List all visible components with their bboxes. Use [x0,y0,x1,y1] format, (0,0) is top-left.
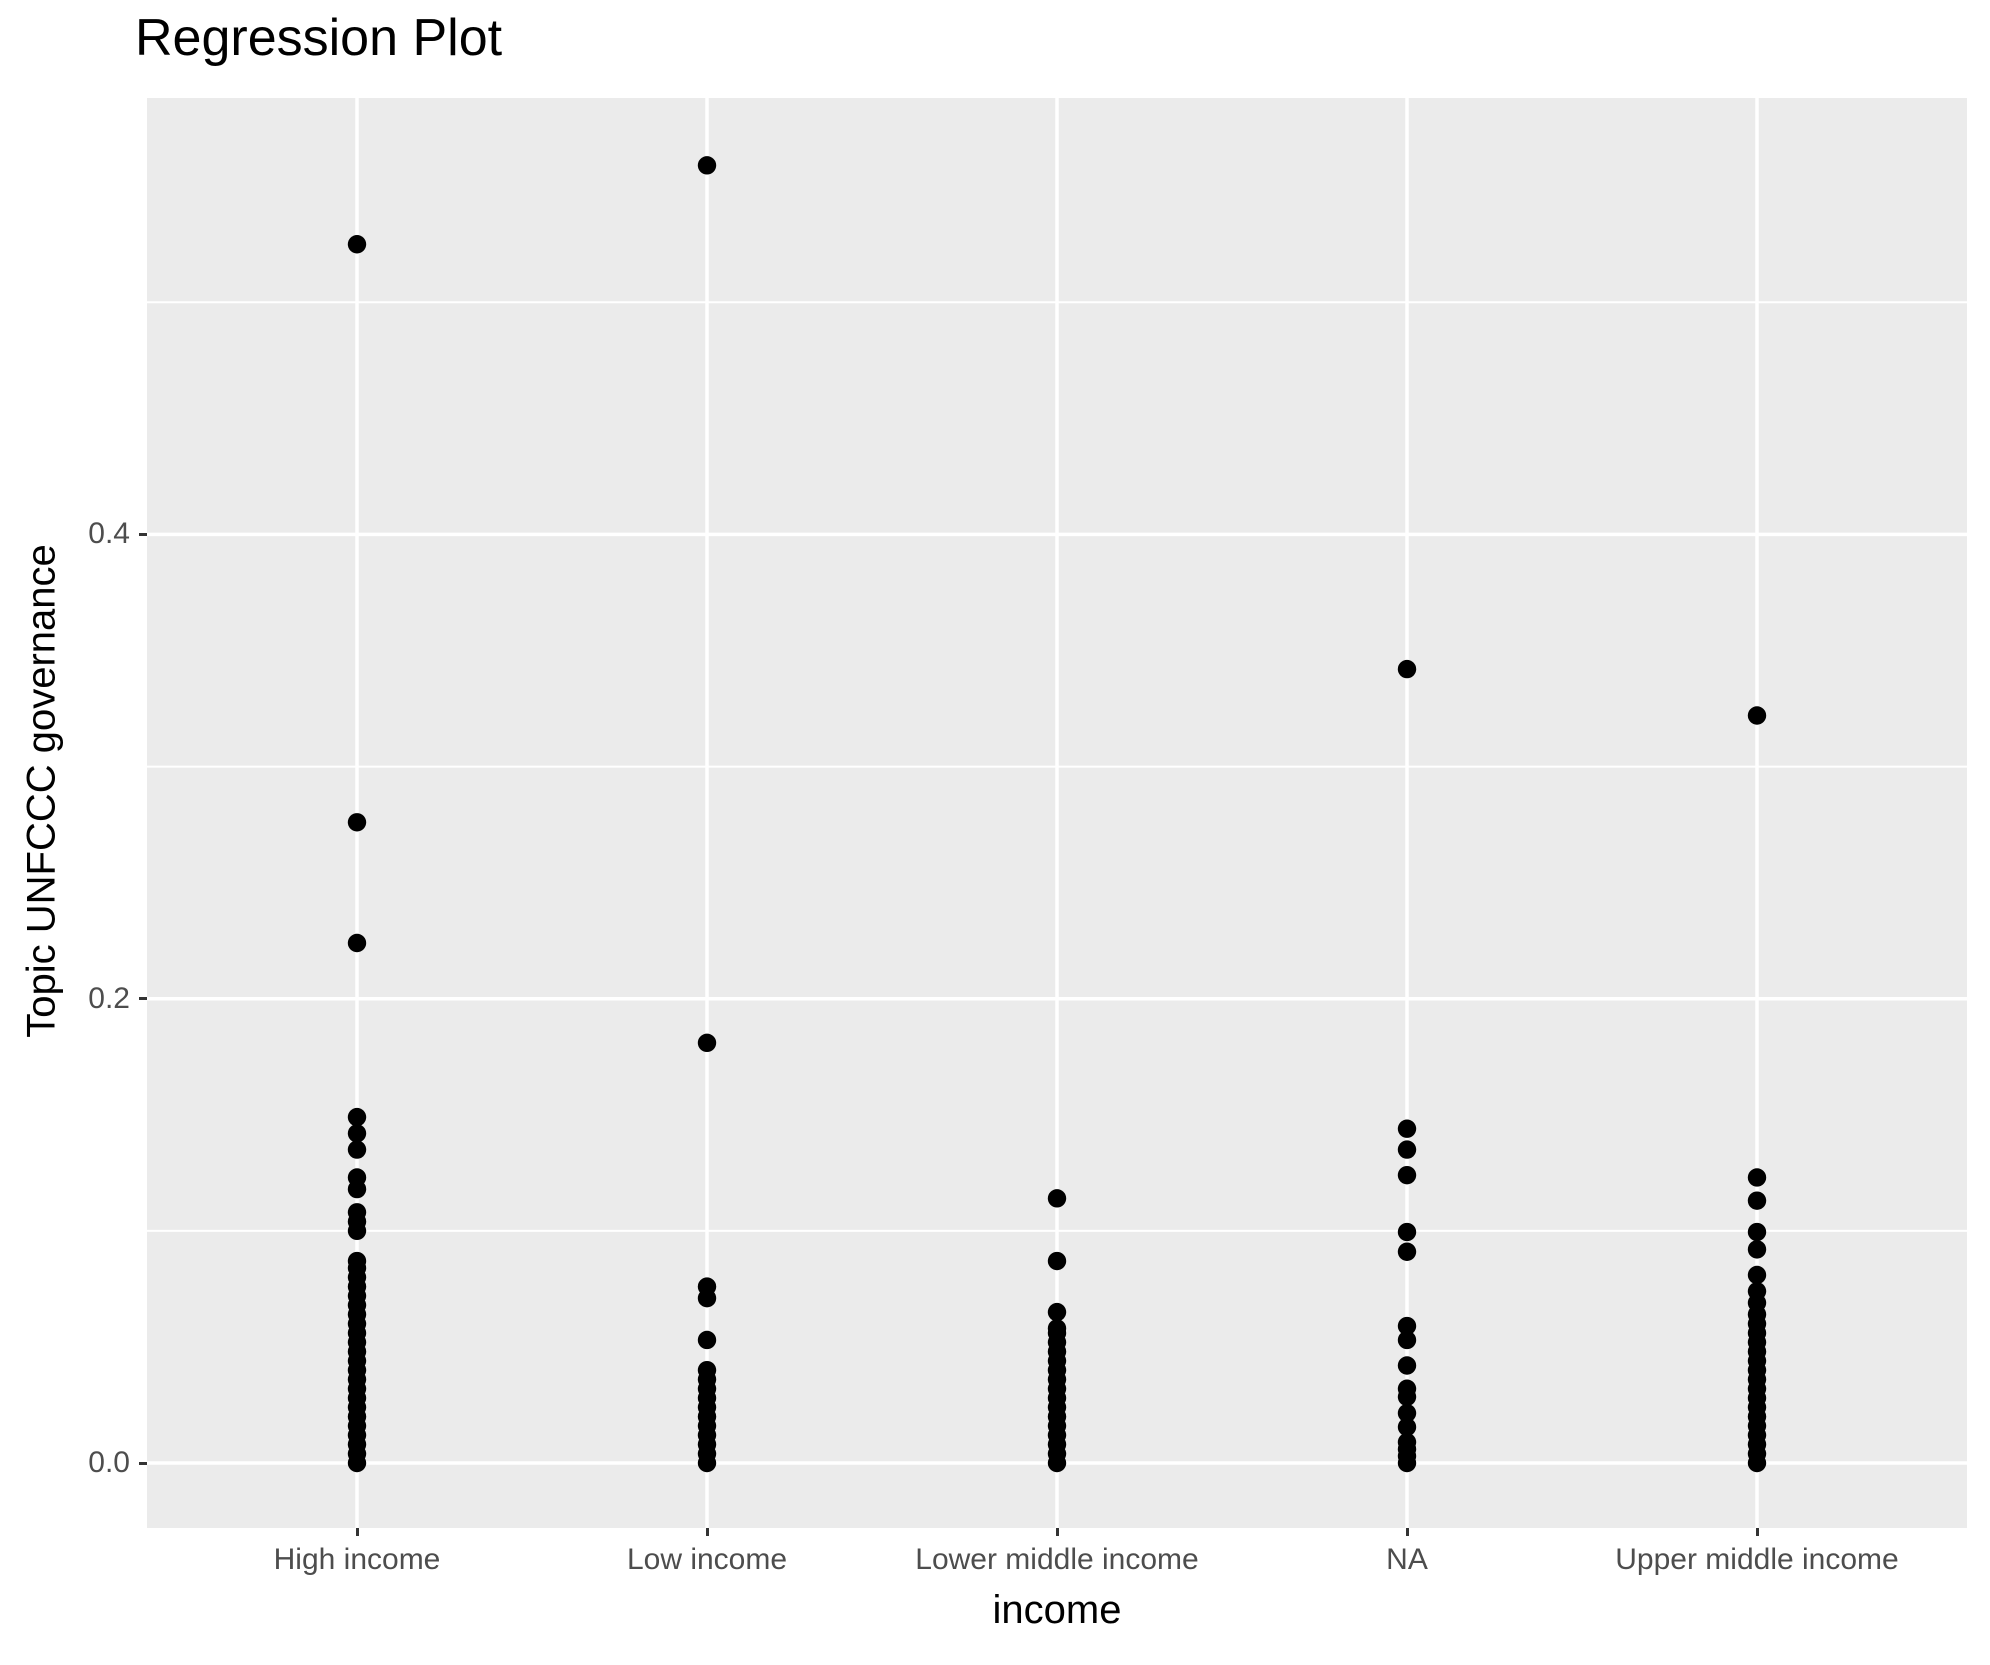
x-tick-mark [1055,1528,1059,1536]
data-point [1747,706,1767,725]
data-point [1747,1265,1767,1285]
y-tick-label: 0.2 [88,981,130,1015]
data-point [697,156,717,175]
y-tick-label: 0.0 [88,1446,130,1479]
plot-panel [147,98,1967,1528]
y-tick-label: 0.4 [88,517,130,551]
data-point [347,1203,367,1222]
data-point [1747,1191,1767,1210]
data-point [1397,1432,1417,1452]
y-tick-mark [139,997,147,1001]
y-axis-title: Topic UNFCCC governance [19,544,64,1038]
plot-area [147,98,1967,1528]
data-point [697,1277,717,1296]
x-tick-mark [355,1528,359,1536]
data-point [1397,1316,1417,1336]
data-point [347,933,367,953]
x-tick-label: High income [273,1543,441,1576]
data-point [1397,1119,1417,1138]
data-point [1047,1319,1067,1338]
data-point [1047,1302,1067,1322]
data-point [1397,1165,1417,1185]
data-point [1397,1417,1417,1437]
y-tick-mark [139,1461,147,1465]
data-point [1397,1330,1417,1350]
data-point [347,235,367,254]
data-point [1397,1140,1417,1159]
data-point [347,1251,367,1271]
plot-title: Regression Plot [135,9,503,67]
data-point [697,1360,717,1380]
data-point [1397,1222,1417,1242]
x-tick-label: NA [1386,1543,1428,1576]
y-tick-mark [139,532,147,536]
data-point [1397,1242,1417,1261]
data-point [1397,1403,1417,1423]
data-point [1747,1222,1767,1242]
data-point [347,1124,367,1143]
x-tick-label: Low income [626,1543,788,1576]
data-point [347,1107,367,1127]
x-tick-label: Lower middle income [915,1543,1199,1576]
x-tick-mark [1755,1528,1759,1536]
data-point [1397,1356,1417,1375]
data-point [1397,1379,1417,1398]
data-point [347,1140,367,1159]
data-point [1747,1168,1767,1187]
data-point [697,1033,717,1053]
data-point [347,1168,367,1187]
data-point [1397,659,1417,679]
data-point [697,1330,717,1350]
x-tick-label: Upper middle income [1615,1543,1899,1576]
data-point [1047,1189,1067,1208]
data-point [1747,1240,1767,1259]
x-tick-mark [1405,1528,1409,1536]
data-point [1047,1251,1067,1271]
data-point [347,813,367,832]
data-point [1747,1282,1767,1301]
x-tick-mark [705,1528,709,1536]
x-axis-title: income [992,1588,1122,1632]
